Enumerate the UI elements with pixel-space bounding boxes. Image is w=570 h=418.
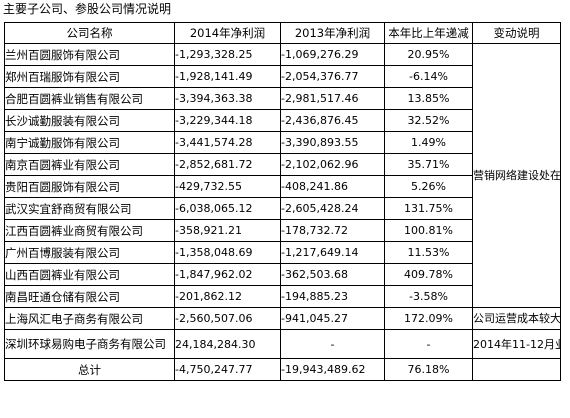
net-profit-2014: -429,732.55 (174, 175, 281, 198)
yoy-change: -6.14% (384, 65, 473, 88)
net-profit-2013: -1,069,276.29 (280, 43, 385, 66)
total-net-profit-2013: -19,943,489.62 (280, 358, 385, 381)
net-profit-2013: -2,436,876.45 (280, 109, 385, 132)
net-profit-2014: -358,921.21 (174, 219, 281, 242)
header-yoy-change: 本年比上年递减 (384, 22, 473, 44)
company-name: 郑州百瑞服饰有限公司 (4, 65, 175, 88)
total-yoy-change: 76.18% (384, 358, 473, 381)
company-name: 山西百圆裤业有限公司 (4, 263, 175, 286)
net-profit-2014: -1,358,048.69 (174, 241, 281, 264)
net-profit-2014: -3,394,363.38 (174, 87, 281, 110)
total-net-profit-2014: -4,750,247.77 (174, 358, 281, 381)
change-note-group2: 公司运营成本较大 (472, 307, 561, 330)
net-profit-2014: -3,229,344.18 (174, 109, 281, 132)
company-name: 兰州百圆服饰有限公司 (4, 43, 175, 66)
yoy-change: 35.71% (384, 153, 473, 176)
yoy-change: 5.26% (384, 175, 473, 198)
table-row: 长沙诚勤服装有限公司 -3,229,344.18 -2,436,876.45 3… (4, 109, 561, 132)
net-profit-2014: -1,847,962.02 (174, 263, 281, 286)
header-net-profit-2013: 2013年净利润 (280, 22, 385, 44)
yoy-change: 20.95% (384, 43, 473, 66)
company-name: 合肥百圆裤业销售有限公司 (4, 87, 175, 110)
yoy-change: 131.75% (384, 197, 473, 220)
table-header-row: 公司名称 2014年净利润 2013年净利润 本年比上年递减 变动说明 (4, 22, 561, 44)
net-profit-2013: -2,054,376.77 (280, 65, 385, 88)
net-profit-2014: -1,293,328.25 (174, 43, 281, 66)
net-profit-2013: -362,503.68 (280, 263, 385, 286)
table-row: 郑州百瑞服饰有限公司 -1,928,141.49 -2,054,376.77 -… (4, 65, 561, 88)
section-heading: 主要子公司、参股公司情况说明 (3, 2, 172, 16)
net-profit-2013: -178,732.72 (280, 219, 385, 242)
table-row: 山西百圆裤业有限公司 -1,847,962.02 -362,503.68 409… (4, 263, 561, 286)
table-row: 武汉实宜舒商贸有限公司 -6,038,065.12 -2,605,428.24 … (4, 197, 561, 220)
table-row: 上海风汇电子商务有限公司 -2,560,507.06 -941,045.27 1… (4, 307, 561, 330)
company-name: 江西百圆裤业商贸有限公司 (4, 219, 175, 242)
net-profit-2014: 24,184,284.30 (174, 329, 281, 359)
net-profit-2013: -941,045.27 (280, 307, 385, 330)
table-row-total: 总计 -4,750,247.77 -19,943,489.62 76.18% (4, 358, 561, 381)
net-profit-2013: -2,981,517.46 (280, 87, 385, 110)
net-profit-2013: -1,217,649.14 (280, 241, 385, 264)
yoy-change: 13.85% (384, 87, 473, 110)
yoy-change: -3.58% (384, 285, 473, 308)
net-profit-2014: -1,928,141.49 (174, 65, 281, 88)
subsidiary-profit-table: 公司名称 2014年净利润 2013年净利润 本年比上年递减 变动说明 兰州百圆… (4, 22, 561, 381)
company-name: 长沙诚勤服装有限公司 (4, 109, 175, 132)
yoy-change: 1.49% (384, 131, 473, 154)
net-profit-2013: - (280, 329, 385, 359)
net-profit-2013: -2,102,062.96 (280, 153, 385, 176)
yoy-change: 11.53% (384, 241, 473, 264)
company-name: 上海风汇电子商务有限公司 (4, 307, 175, 330)
company-name: 南京百圆裤业有限公司 (4, 153, 175, 176)
net-profit-2014: -2,852,681.72 (174, 153, 281, 176)
total-label: 总计 (4, 358, 175, 381)
table-row: 深圳环球易购电子商务有限公司 24,184,284.30 - - 2014年11… (4, 329, 561, 359)
net-profit-2014: -201,862.12 (174, 285, 281, 308)
change-note-group3: 2014年11-12月业务并入，2013年无此项 (472, 329, 561, 359)
net-profit-2014: -6,038,065.12 (174, 197, 281, 220)
net-profit-2013: -408,241.86 (280, 175, 385, 198)
company-name: 贵阳百圆服饰有限公司 (4, 175, 175, 198)
company-name: 广州百博服装有限公司 (4, 241, 175, 264)
company-name: 南宁诚勤服饰有限公司 (4, 131, 175, 154)
company-name: 深圳环球易购电子商务有限公司 (4, 329, 175, 359)
table-row: 南宁诚勤服饰有限公司 -3,441,574.28 -3,390,893.55 1… (4, 131, 561, 154)
net-profit-2013: -194,885.23 (280, 285, 385, 308)
yoy-change: 409.78% (384, 263, 473, 286)
net-profit-2014: -2,560,507.06 (174, 307, 281, 330)
header-change-note: 变动说明 (472, 22, 561, 44)
table-row: 兰州百圆服饰有限公司 -1,293,328.25 -1,069,276.29 2… (4, 43, 561, 308)
table-row: 南京百圆裤业有限公司 -2,852,681.72 -2,102,062.96 3… (4, 153, 561, 176)
yoy-change: 100.81% (384, 219, 473, 242)
table-row: 广州百博服装有限公司 -1,358,048.69 -1,217,649.14 1… (4, 241, 561, 264)
change-note-group1: 营销网络建设处在培育期，房租成本、用工成本等运营成本增长较大，电商网购冲击，促销… (472, 43, 561, 308)
yoy-change: 32.52% (384, 109, 473, 132)
table-row: 贵阳百圆服饰有限公司 -429,732.55 -408,241.86 5.26% (4, 175, 561, 198)
total-change-note (472, 358, 561, 381)
net-profit-2013: -3,390,893.55 (280, 131, 385, 154)
header-company-name: 公司名称 (4, 22, 175, 44)
net-profit-2014: -3,441,574.28 (174, 131, 281, 154)
header-net-profit-2014: 2014年净利润 (174, 22, 281, 44)
net-profit-2013: -2,605,428.24 (280, 197, 385, 220)
company-name: 武汉实宜舒商贸有限公司 (4, 197, 175, 220)
company-name: 南昌旺通仓储有限公司 (4, 285, 175, 308)
yoy-change: 172.09% (384, 307, 473, 330)
yoy-change: - (384, 329, 473, 359)
